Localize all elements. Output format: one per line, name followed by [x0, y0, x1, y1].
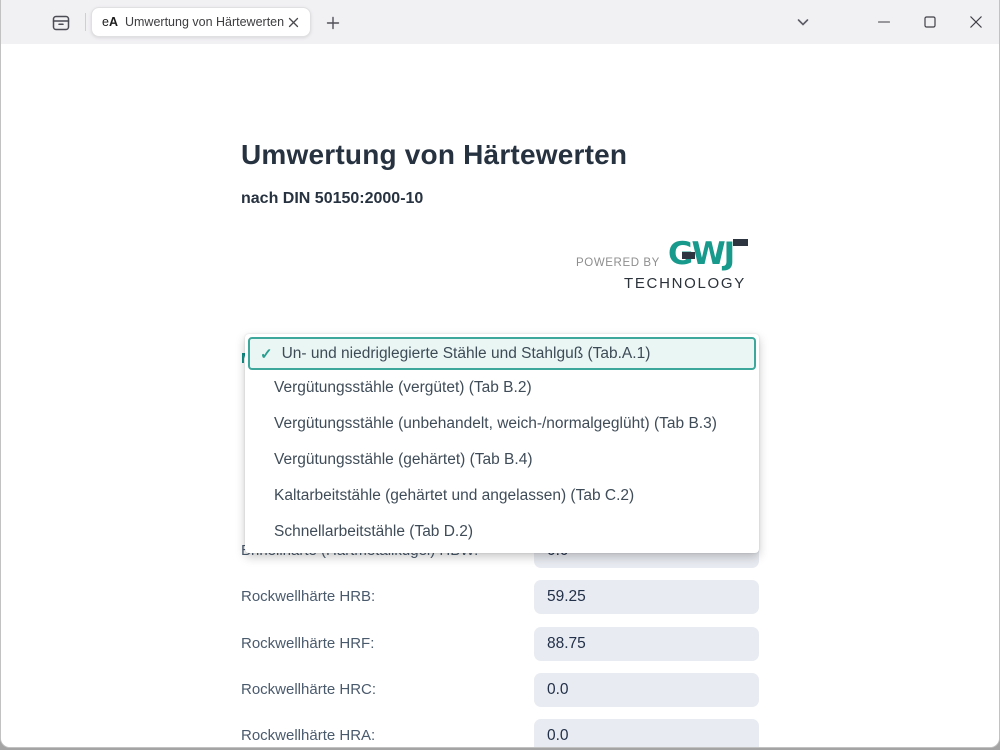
material-type-dropdown: ✓ Un- und niedriglegierte Stähle und Sta…: [245, 334, 759, 553]
tab-close-icon[interactable]: [284, 13, 302, 31]
tab-favicon: eA: [102, 15, 118, 29]
field-label-hrc: Rockwellhärte HRC:: [241, 681, 377, 698]
gwj-logo-text: GWJ: [668, 236, 735, 272]
maximize-icon: [924, 16, 936, 28]
window-controls: [861, 0, 999, 44]
field-input-hrc[interactable]: [534, 673, 759, 707]
powered-by-label: POWERED BY: [576, 257, 660, 269]
dropdown-option-5[interactable]: Schnellarbeitstähle (Tab D.2): [274, 523, 474, 540]
maximize-button[interactable]: [907, 0, 953, 44]
field-row-hrf: Rockwellhärte HRF:: [241, 627, 759, 661]
field-label-hrb: Rockwellhärte HRB:: [241, 588, 376, 605]
tab-title: Umwertung von Härtewerten: [124, 15, 284, 29]
titlebar: eA Umwertung von Härtewerten: [1, 0, 999, 44]
page-title: Umwertung von Härtewerten: [241, 139, 628, 170]
new-tab-button[interactable]: [321, 11, 345, 35]
field-label-hrf: Rockwellhärte HRF:: [241, 635, 375, 652]
tab-actions-button[interactable]: [48, 10, 74, 36]
plus-icon: [326, 16, 340, 30]
chevron-down-icon: [795, 14, 811, 30]
field-input-hrb[interactable]: [534, 580, 759, 614]
gwj-logo-accent-g: [682, 252, 695, 259]
window-menu-button[interactable]: [791, 10, 815, 34]
gwj-logo-subtext: TECHNOLOGY: [623, 275, 746, 292]
tab-actions-icon: [50, 12, 72, 34]
checkmark-icon: ✓: [260, 345, 273, 363]
page-content: Umwertung von Härtewerten nach DIN 50150…: [1, 44, 999, 747]
gwj-logo: GWJ: [668, 238, 748, 270]
dropdown-option-1[interactable]: Vergütungsstähle (vergütet) (Tab B.2): [274, 379, 532, 396]
page-subtitle: nach DIN 50150:2000-10: [241, 190, 424, 207]
close-button[interactable]: [953, 0, 999, 44]
field-row-hrc: Rockwellhärte HRC:: [241, 673, 759, 707]
dropdown-option-3[interactable]: Vergütungsstähle (gehärtet) (Tab B.4): [274, 451, 533, 468]
dropdown-option-selected[interactable]: ✓ Un- und niedriglegierte Stähle und Sta…: [248, 337, 756, 370]
minimize-button[interactable]: [861, 0, 907, 44]
dropdown-option-2[interactable]: Vergütungsstähle (unbehandelt, weich-/no…: [274, 415, 717, 432]
field-input-hra[interactable]: [534, 719, 759, 747]
dropdown-selected-label: Un- und niedriglegierte Stähle und Stahl…: [281, 344, 651, 362]
close-icon: [970, 16, 982, 28]
browser-tab[interactable]: eA Umwertung von Härtewerten: [91, 7, 311, 37]
branding-block: POWERED BY GWJ TECHNOLOGY: [576, 238, 748, 294]
field-input-hrf[interactable]: [534, 627, 759, 661]
gwj-logo-accent-j: [733, 239, 748, 246]
field-row-hra: Rockwellhärte HRA:: [241, 719, 759, 747]
minimize-icon: [878, 16, 890, 28]
field-label-hra: Rockwellhärte HRA:: [241, 727, 376, 744]
field-row-hrb: Rockwellhärte HRB:: [241, 580, 759, 614]
tab-divider: [85, 13, 86, 31]
dropdown-option-4[interactable]: Kaltarbeitstähle (gehärtet und angelasse…: [274, 487, 635, 504]
